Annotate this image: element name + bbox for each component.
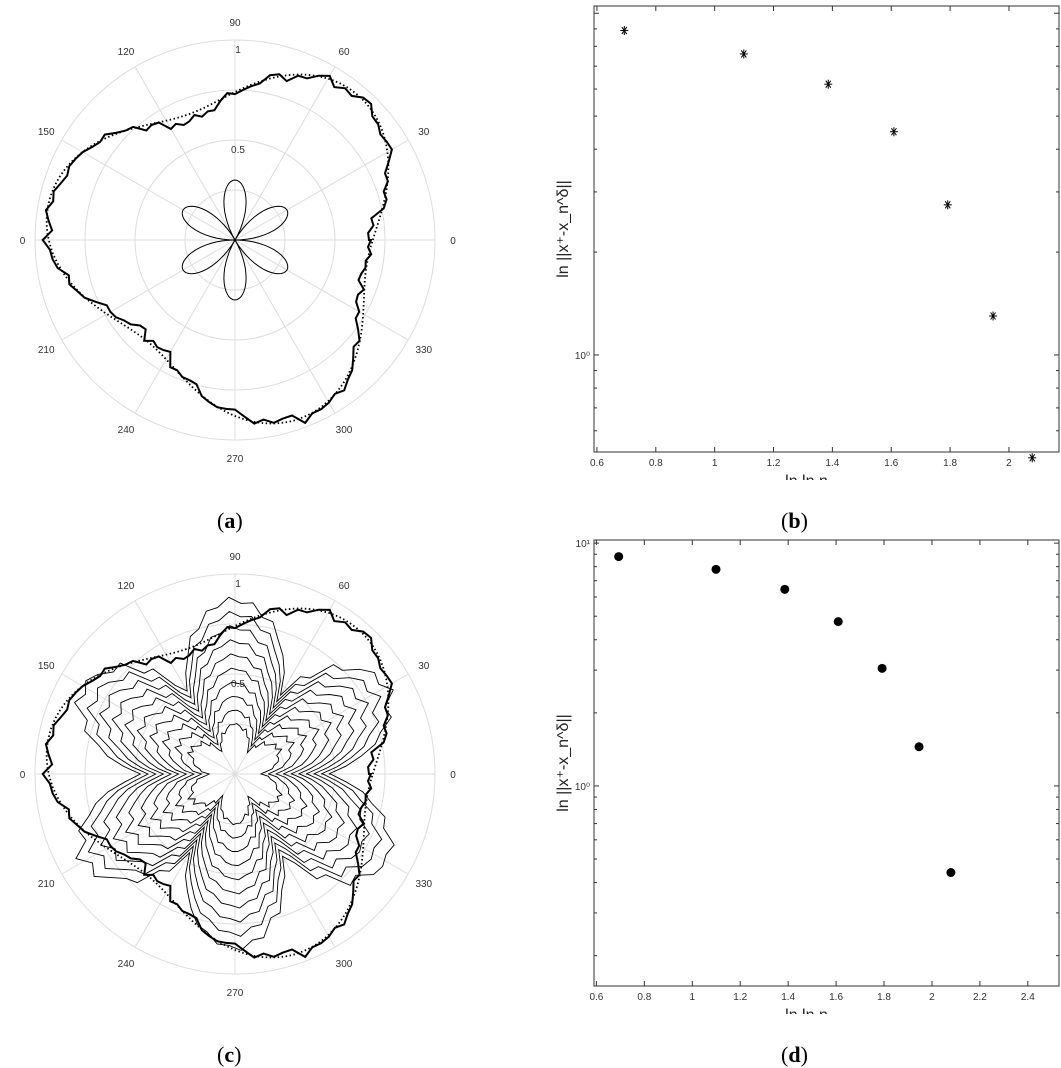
- grid-spoke-210: [62, 774, 235, 874]
- x-axis-label: ln ln n: [785, 473, 828, 480]
- x-tick-label-2.2: 2.2: [973, 992, 987, 1003]
- scatter-chart-d: 0.6 0.8 1 1.2 1.4 1.6 1.8 2 2.2 2.4 10⁰ 10¹ ln ln n l…: [530, 534, 1061, 1014]
- grid-spoke-240: [135, 774, 235, 947]
- radial-tick-0.5: 0.5: [231, 145, 245, 156]
- grid-spoke-120: [135, 67, 235, 240]
- data-point-6: [946, 868, 955, 877]
- data-point-4: [944, 200, 952, 209]
- data-point-6: [1028, 453, 1036, 462]
- data-point-3: [890, 127, 898, 136]
- angle-tick-330: 330: [415, 879, 432, 890]
- x-tick-label-1.2: 1.2: [733, 992, 747, 1003]
- data-point-0: [614, 552, 623, 561]
- polar-chart-a: 0 30 60 90 120 150 180 210 240 270 300 330 0.5 1: [20, 0, 460, 480]
- x-tick-label-0.6: 0.6: [590, 458, 604, 469]
- x-tick-label-2: 2: [929, 992, 935, 1003]
- grid-spoke-150: [62, 140, 235, 240]
- angle-tick-90: 90: [229, 552, 241, 563]
- x-tick-label-1.4: 1.4: [825, 458, 839, 469]
- x-tick-label-2: 2: [1006, 458, 1012, 469]
- angle-tick-60: 60: [338, 47, 350, 58]
- data-point-1: [740, 49, 748, 58]
- angle-tick-150: 150: [38, 661, 55, 672]
- plot-frame: [594, 540, 1059, 986]
- x-tick-label-1.2: 1.2: [767, 458, 781, 469]
- data-point-2: [780, 585, 789, 594]
- x-tick-label-1.6: 1.6: [829, 992, 843, 1003]
- x-tick-label-1.8: 1.8: [877, 992, 891, 1003]
- radial-tick-1: 1: [235, 579, 241, 590]
- angle-tick-300: 300: [336, 959, 353, 970]
- x-tick-label-2.4: 2.4: [1021, 992, 1035, 1003]
- angle-tick-300: 300: [336, 425, 353, 436]
- series-dotted-curve: [47, 609, 389, 958]
- angle-tick-90: 90: [229, 18, 241, 29]
- y-tick-label-0: 10⁰: [575, 782, 590, 793]
- angle-tick-60: 60: [338, 581, 350, 592]
- data-point-3: [834, 617, 843, 626]
- grid-spoke-240: [135, 240, 235, 413]
- angle-tick-240: 240: [118, 425, 135, 436]
- angle-tick-30: 30: [418, 127, 430, 138]
- y-tick-label-1: 10¹: [576, 539, 591, 550]
- caption-a: (a): [217, 508, 243, 534]
- grid-spoke-60: [235, 67, 335, 240]
- angle-tick-180: 180: [20, 236, 26, 247]
- grid-spoke-210: [62, 240, 235, 340]
- angle-tick-210: 210: [38, 879, 55, 890]
- series-dotted-curve: [47, 75, 389, 424]
- x-tick-label-1: 1: [689, 992, 695, 1003]
- x-tick-label-0.6: 0.6: [589, 992, 603, 1003]
- angle-tick-0: 0: [450, 236, 456, 247]
- y-axis-label: ln ||x⁺-x_n^δ||: [555, 180, 572, 278]
- grid-spoke-330: [235, 240, 408, 340]
- angle-tick-30: 30: [418, 661, 430, 672]
- y-tick-label-0: 10⁰: [575, 351, 590, 362]
- x-tick-label-0.8: 0.8: [637, 992, 651, 1003]
- angle-tick-150: 150: [38, 127, 55, 138]
- caption-c: (c): [217, 1042, 241, 1068]
- angle-tick-270: 270: [227, 988, 244, 999]
- data-point-5: [989, 312, 997, 321]
- grid-spoke-300: [235, 240, 335, 413]
- caption-d: (d): [781, 1042, 808, 1068]
- angle-tick-120: 120: [118, 581, 135, 592]
- x-tick-label-1.8: 1.8: [943, 458, 957, 469]
- polar-chart-c: 03060901201501802102402703003300.51: [20, 534, 460, 1014]
- angle-tick-330: 330: [415, 345, 432, 356]
- angle-tick-270: 270: [227, 454, 244, 465]
- angle-tick-180: 180: [20, 770, 26, 781]
- grid-spoke-120: [135, 601, 235, 774]
- x-tick-label-0.8: 0.8: [649, 458, 663, 469]
- data-point-5: [915, 742, 924, 751]
- caption-b: (b): [781, 508, 808, 534]
- y-axis-label: ln ||x⁺-x_n^δ||: [555, 714, 572, 812]
- grid-spoke-300: [235, 774, 335, 947]
- angle-tick-210: 210: [38, 345, 55, 356]
- angle-tick-240: 240: [118, 959, 135, 970]
- angle-tick-120: 120: [118, 47, 135, 58]
- x-tick-label-1: 1: [712, 458, 718, 469]
- grid-spoke-30: [235, 140, 408, 240]
- polar-grid: [35, 574, 435, 974]
- radial-tick-1: 1: [235, 45, 241, 56]
- grid-spoke-30: [235, 674, 408, 774]
- plot-frame: [594, 6, 1059, 452]
- data-point-1: [712, 565, 721, 574]
- series-jagged-curve: [43, 74, 392, 423]
- data-point-4: [878, 664, 887, 673]
- data-point-0: [620, 26, 628, 35]
- angle-tick-0: 0: [450, 770, 456, 781]
- x-tick-label-1.6: 1.6: [884, 458, 898, 469]
- grid-spoke-60: [235, 601, 335, 774]
- x-tick-label-1.4: 1.4: [781, 992, 795, 1003]
- data-point-2: [824, 80, 832, 89]
- x-axis-label: ln ln n: [785, 1007, 828, 1014]
